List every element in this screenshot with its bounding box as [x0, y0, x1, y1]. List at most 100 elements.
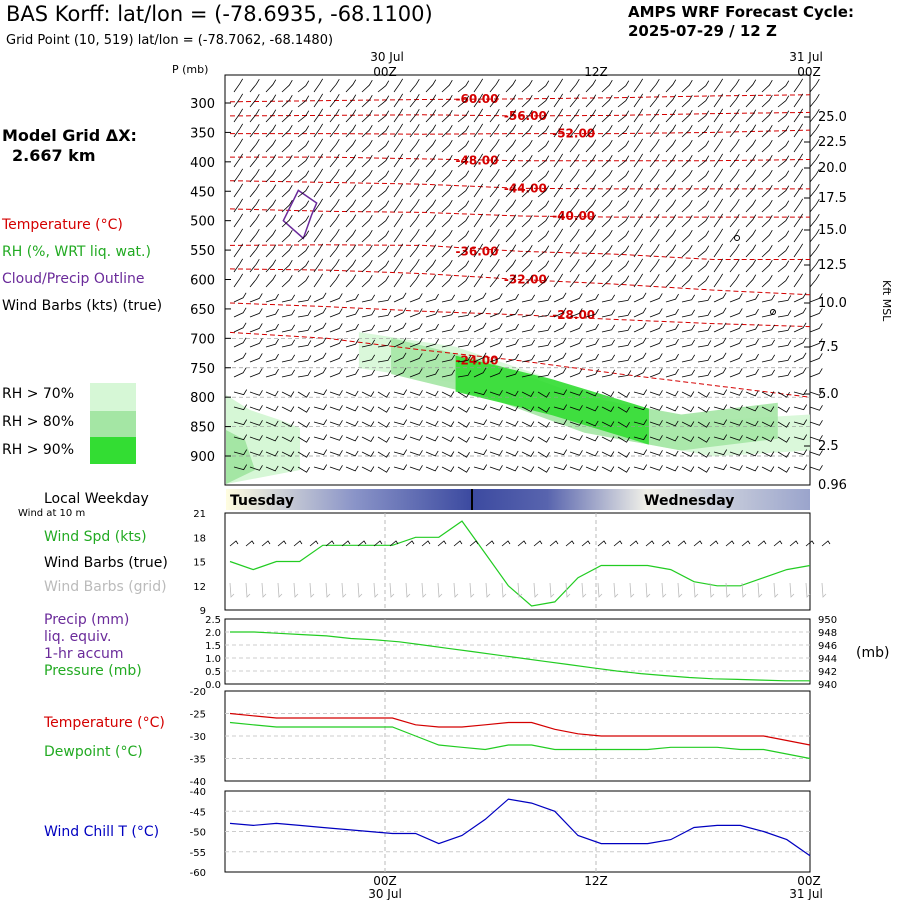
wind-barb	[377, 421, 390, 428]
wind-barb	[361, 199, 373, 213]
wind-barb	[473, 419, 488, 426]
wind-barb	[521, 94, 533, 108]
grid-wind-barb	[437, 582, 443, 598]
wind-barb	[569, 405, 583, 411]
wind-barb	[425, 79, 437, 93]
wind-barb	[777, 140, 790, 153]
grid-wind-barb	[773, 582, 779, 598]
wind-barb	[713, 273, 724, 288]
wind-barb	[249, 420, 263, 426]
wind-barb	[745, 94, 757, 108]
wind-barb	[681, 229, 693, 243]
isotherm-line	[229, 244, 810, 260]
wind-barb	[265, 390, 279, 397]
wind-barb	[393, 292, 407, 303]
wind-barb	[233, 228, 244, 243]
wind-barb	[601, 436, 615, 443]
height-tick-label: 7.5	[818, 340, 839, 355]
wind-barb	[265, 79, 277, 93]
wind-barb	[665, 169, 677, 183]
wind-barb	[377, 436, 390, 443]
grid-wind-barb	[725, 582, 731, 598]
wind-barb	[249, 243, 260, 258]
wind-barb	[777, 125, 790, 138]
weekday-label: Local Weekday	[44, 491, 149, 507]
wind-barb	[505, 353, 519, 363]
wind-barb	[809, 78, 820, 93]
wind-barb	[297, 275, 310, 288]
wind-barb	[633, 138, 644, 153]
wind-barb	[553, 78, 564, 93]
grid-wind-barb	[293, 582, 299, 598]
wind-barb	[457, 185, 470, 198]
grid-wind-barb	[517, 582, 523, 598]
wind-barb	[681, 169, 693, 183]
wind-barb	[665, 435, 679, 442]
wind-barb	[729, 168, 740, 183]
wind-barb	[793, 153, 804, 168]
wind-barb	[537, 260, 550, 273]
wind-barb	[281, 294, 296, 303]
wind-barb	[265, 308, 279, 318]
wind-barb	[345, 450, 359, 457]
grid-wind-barb	[533, 582, 539, 598]
wind-barb	[633, 183, 644, 198]
wind-barb	[473, 183, 484, 198]
wind-barb	[793, 352, 807, 363]
wind-y-tick: 9	[200, 606, 206, 617]
wind-barb	[569, 420, 583, 426]
wind-barb	[313, 273, 324, 288]
wind-barb	[633, 307, 647, 318]
wind-barb	[409, 108, 420, 123]
wind-barb	[441, 199, 453, 213]
wind-barb	[521, 451, 535, 458]
wind-barb	[233, 389, 248, 396]
surface-wind-barb	[805, 540, 815, 547]
wind-barb	[233, 367, 247, 378]
legend-wind-barbs: Wind Barbs (kts) (true)	[2, 298, 163, 314]
wind-barb	[361, 451, 375, 458]
wind-barb	[377, 466, 390, 473]
height-tick-label: 25.0	[818, 110, 847, 125]
wind-barb	[361, 124, 373, 138]
wind-barb	[521, 259, 533, 273]
wind-barb	[233, 449, 248, 456]
wind-barb	[665, 274, 677, 288]
wind-barb	[489, 138, 500, 153]
wind-barb	[377, 170, 390, 183]
wind-barb	[457, 110, 470, 123]
wind-barb	[393, 273, 404, 288]
wind-barb	[585, 79, 597, 93]
isotherm-line	[230, 156, 811, 162]
wind-barb	[393, 228, 404, 243]
wind-barb	[521, 274, 533, 288]
wind-barb	[233, 153, 244, 168]
wind-barb	[265, 169, 277, 183]
wind-barb	[761, 274, 773, 288]
wind-barb	[569, 198, 580, 213]
wind-barb	[265, 405, 279, 412]
grid-wind-barb	[485, 582, 491, 598]
wind-barb	[297, 340, 312, 348]
wind-barb	[601, 354, 616, 363]
temp-y-tick: -40	[190, 777, 206, 788]
wind-barb	[297, 155, 310, 168]
wind-barb	[265, 109, 277, 123]
pressure-tick-label: 650	[190, 303, 215, 318]
weekday-bar	[226, 489, 810, 510]
wind-barb	[585, 435, 599, 442]
wind-barb	[329, 123, 340, 138]
wind-barb	[425, 390, 439, 397]
wind-barb	[745, 214, 757, 228]
wind-barb	[505, 229, 517, 243]
wind-barb	[249, 183, 260, 198]
wind-barb	[617, 295, 632, 303]
wind-barb	[377, 340, 392, 348]
wind-barb	[569, 183, 580, 198]
wind-barb	[697, 95, 710, 108]
wind-barb	[681, 214, 693, 228]
wind-barb	[345, 244, 357, 258]
wind-barb	[297, 230, 310, 243]
wind-barb	[761, 421, 775, 428]
grid-wind-barb	[277, 582, 283, 598]
